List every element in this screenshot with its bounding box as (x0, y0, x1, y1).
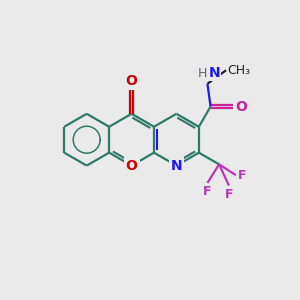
Text: F: F (225, 188, 233, 201)
Text: F: F (238, 169, 247, 182)
Text: N: N (171, 159, 182, 172)
Text: CH₃: CH₃ (228, 64, 251, 77)
Text: O: O (126, 74, 137, 88)
Text: O: O (126, 159, 137, 172)
Text: F: F (203, 185, 212, 198)
Text: O: O (235, 100, 247, 113)
Text: H: H (197, 67, 207, 80)
Text: N: N (209, 66, 220, 80)
